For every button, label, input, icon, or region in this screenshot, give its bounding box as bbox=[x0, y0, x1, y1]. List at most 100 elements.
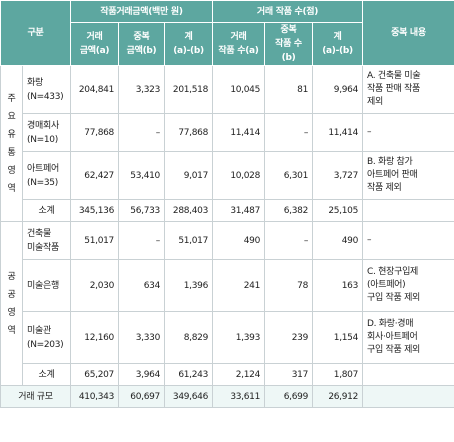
value-cell: 62,427 bbox=[70, 151, 119, 200]
value-cell: 10,045 bbox=[212, 65, 266, 114]
value-cell: 8,829 bbox=[163, 311, 214, 364]
value-cell: 53,410 bbox=[118, 151, 165, 200]
value-cell: 61,243 bbox=[163, 363, 214, 386]
value-cell: 3,323 bbox=[118, 65, 165, 114]
section-label-char: 요 bbox=[7, 111, 16, 122]
value-cell: 51,017 bbox=[163, 221, 214, 260]
value-cell: 2,124 bbox=[212, 363, 266, 386]
row-label: 미술관 (N=203) bbox=[22, 311, 71, 364]
section-label-char: 영 bbox=[7, 307, 16, 318]
value-cell: 78 bbox=[264, 259, 314, 312]
value-cell: – bbox=[118, 221, 165, 260]
value-cell: 11,414 bbox=[212, 113, 266, 152]
value-cell: 6,301 bbox=[264, 151, 314, 200]
row-label: 화랑 (N=433) bbox=[22, 65, 71, 114]
table-row: 경매회사 (N=10) 77,868–77,868 11,414–11,414– bbox=[1, 113, 454, 152]
section-label-char: 통 bbox=[7, 147, 16, 158]
total-value-cell: 410,343 bbox=[70, 385, 119, 408]
header-count-col: 계 (a)-(b) bbox=[312, 22, 364, 66]
note-cell: D. 화랑·경매 회사·아트페어 구입 작품 제외 bbox=[362, 311, 454, 364]
note-cell: A. 건축물 미술 작품 판매 작품 제외 bbox=[362, 65, 454, 114]
value-cell: 490 bbox=[212, 221, 266, 260]
value-cell: 3,330 bbox=[118, 311, 165, 364]
note-cell bbox=[362, 199, 454, 222]
header-amount-group: 작품거래금액(백만 원) bbox=[69, 0, 214, 23]
value-cell: 51,017 bbox=[70, 221, 119, 260]
value-cell: 1,393 bbox=[212, 311, 266, 364]
note-cell: B. 화랑 참가 아트페어 판매 작품 제외 bbox=[362, 151, 454, 200]
value-cell: 288,403 bbox=[163, 199, 214, 222]
value-cell: – bbox=[118, 113, 165, 152]
header-count-group: 거래 작품 수(점) bbox=[212, 0, 364, 23]
total-value-cell: 60,697 bbox=[118, 385, 165, 408]
total-label: 거래 규모 bbox=[0, 385, 71, 408]
value-cell: 77,868 bbox=[70, 113, 119, 152]
header-category: 구분 bbox=[0, 0, 71, 66]
value-cell: 201,518 bbox=[163, 65, 214, 114]
value-cell: – bbox=[264, 113, 314, 152]
value-cell: 12,160 bbox=[70, 311, 119, 364]
section-label-char: 공 bbox=[7, 271, 16, 282]
value-cell: 1,396 bbox=[163, 259, 214, 312]
row-label: 경매회사 (N=10) bbox=[22, 113, 71, 152]
value-cell: 3,964 bbox=[118, 363, 165, 386]
section-label-char: 유 bbox=[7, 129, 16, 140]
section-label-char: 공 bbox=[7, 289, 16, 300]
row-label: 미술은행 bbox=[22, 259, 71, 312]
value-cell: 490 bbox=[312, 221, 364, 260]
section-label-char: 영 bbox=[7, 165, 16, 176]
value-cell: 25,105 bbox=[312, 199, 364, 222]
total-row: 거래 규모 410,343 60,697 349,646 33,611 6,699 26,9… bbox=[0, 385, 454, 408]
section-label-char: 역 bbox=[7, 325, 16, 336]
value-cell: 9,017 bbox=[163, 151, 214, 200]
table-row: 아트페어 (N=35) 62,427 53,410 9,017 10,028 6,301 3… bbox=[1, 151, 454, 200]
section-label-char: 역 bbox=[7, 183, 16, 194]
total-value-cell: 26,912 bbox=[312, 385, 364, 408]
total-value-cell: 33,611 bbox=[212, 385, 266, 408]
table-row: 소계 345,136 56,733 288,403 31,487 6,382 25,105 bbox=[1, 199, 454, 222]
header-count-col: 중복 작품 수(b) bbox=[264, 22, 314, 66]
value-cell: 634 bbox=[118, 259, 165, 312]
value-cell: 1,154 bbox=[312, 311, 364, 364]
header-amount-col: 거래 금액(a) bbox=[70, 22, 119, 66]
header-amount-col: 중복 금액(b) bbox=[118, 22, 165, 66]
value-cell: 317 bbox=[264, 363, 314, 386]
value-cell: 9,964 bbox=[312, 65, 364, 114]
table-row: 주 요 유 통 영 역 화랑 (N=433) 204,841 3,323 201,518 10,04… bbox=[0, 65, 454, 222]
table-row: 미술관 (N=203) 12,160 3,330 8,829 1,393 239 1,154… bbox=[1, 311, 454, 364]
total-note-cell bbox=[362, 385, 454, 408]
value-cell: 65,207 bbox=[70, 363, 119, 386]
value-cell: 3,727 bbox=[312, 151, 364, 200]
note-cell: – bbox=[362, 221, 454, 260]
total-value-cell: 349,646 bbox=[163, 385, 214, 408]
table-row: 미술은행 2,030 634 1,396 241 78 163 C. 현장구입제 (아트페어)… bbox=[1, 259, 454, 312]
total-value-cell: 6,699 bbox=[264, 385, 314, 408]
subtotal-label: 소계 bbox=[22, 363, 71, 386]
value-cell: 11,414 bbox=[312, 113, 364, 152]
header-count-col: 거래 작품 수(a) bbox=[212, 22, 266, 66]
note-cell: – bbox=[362, 113, 454, 152]
value-cell: 1,807 bbox=[312, 363, 364, 386]
note-cell bbox=[362, 363, 454, 386]
value-cell: 241 bbox=[212, 259, 266, 312]
header-note: 중복 내용 bbox=[362, 0, 454, 66]
section-label-char: 주 bbox=[7, 93, 16, 104]
table-row: 공 공 영 역 건축물 미술작품 51,017–51,017 490–490– bbox=[0, 221, 454, 386]
value-cell: – bbox=[264, 221, 314, 260]
value-cell: 163 bbox=[312, 259, 364, 312]
value-cell: 81 bbox=[264, 65, 314, 114]
header-amount-col: 계 (a)-(b) bbox=[163, 22, 214, 66]
row-label: 건축물 미술작품 bbox=[22, 221, 71, 260]
market-size-table: 구분 작품거래금액(백만 원) 거래 작품 수(점) 중복 내용 거래 금액(a… bbox=[0, 0, 454, 408]
table-body: 주 요 유 통 영 역 화랑 (N=433) 204,841 3,323 201,518 10,04… bbox=[0, 65, 454, 408]
value-cell: 345,136 bbox=[70, 199, 119, 222]
table-row: 소계 65,207 3,964 61,243 2,124 317 1,807 bbox=[1, 363, 454, 386]
value-cell: 10,028 bbox=[212, 151, 266, 200]
value-cell: 6,382 bbox=[264, 199, 314, 222]
value-cell: 239 bbox=[264, 311, 314, 364]
value-cell: 77,868 bbox=[163, 113, 214, 152]
row-label: 아트페어 (N=35) bbox=[22, 151, 71, 200]
subtotal-label: 소계 bbox=[22, 199, 71, 222]
